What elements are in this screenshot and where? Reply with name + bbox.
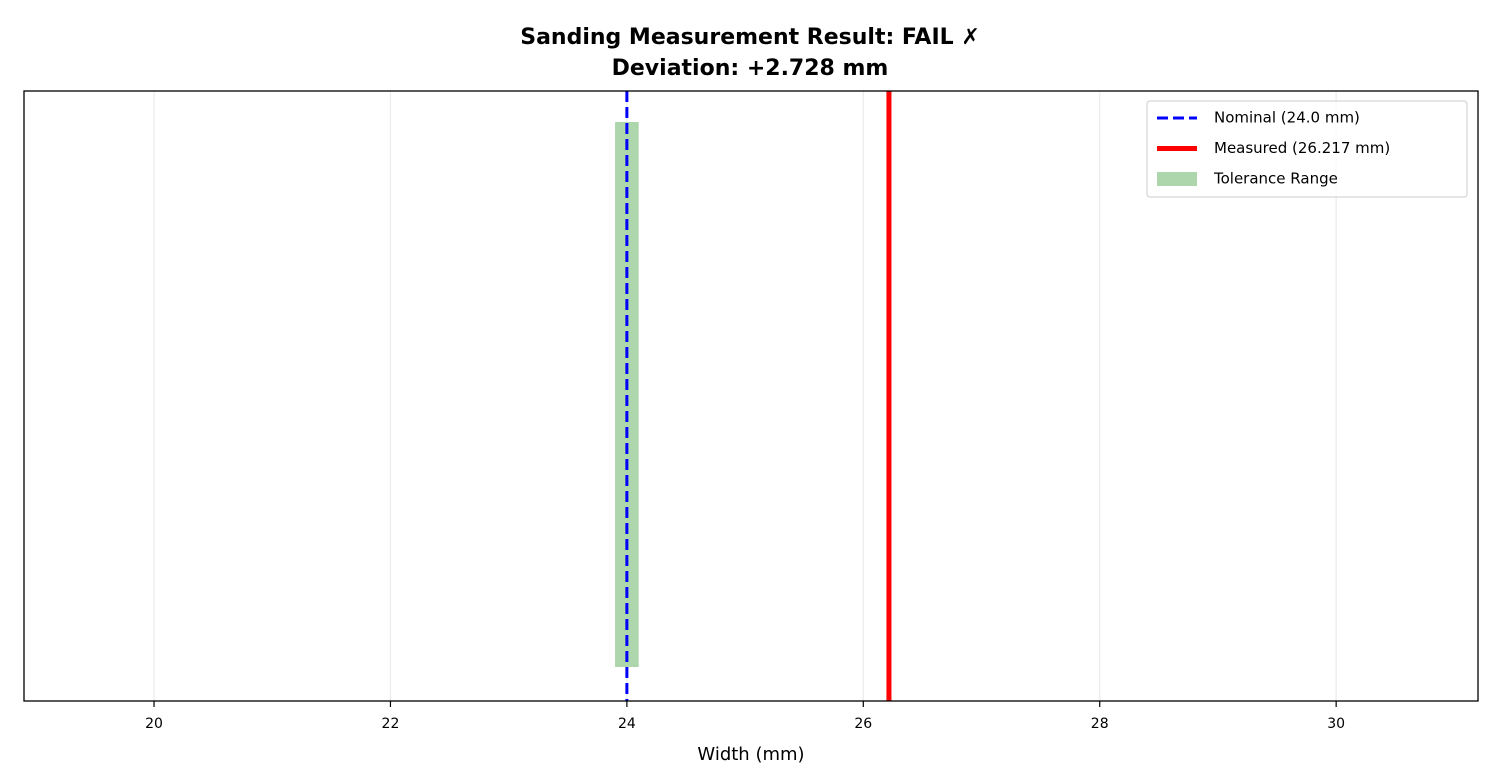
legend-label: Nominal (24.0 mm) xyxy=(1214,109,1360,127)
x-tick-label: 26 xyxy=(854,716,872,732)
legend-swatch xyxy=(1157,172,1197,186)
x-tick-label: 30 xyxy=(1327,716,1345,732)
plot-frame xyxy=(23,90,1479,702)
legend-label: Measured (26.217 mm) xyxy=(1214,139,1390,157)
x-tick-label: 24 xyxy=(618,716,636,732)
chart-title: Sanding Measurement Result: FAIL ✗ xyxy=(520,25,980,50)
legend-box xyxy=(1146,100,1468,198)
x-axis-label: Width (mm) xyxy=(697,744,804,765)
tolerance-band xyxy=(615,122,639,667)
chart-subtitle: Deviation: +2.728 mm xyxy=(612,56,889,81)
x-tick-label: 20 xyxy=(145,716,163,732)
x-tick-label: 22 xyxy=(382,716,400,732)
x-tick-label: 28 xyxy=(1091,716,1109,732)
legend: Nominal (24.0 mm) Measured (26.217 mm) Tol… xyxy=(1146,100,1468,198)
legend-label: Tolerance Range xyxy=(1213,170,1338,188)
